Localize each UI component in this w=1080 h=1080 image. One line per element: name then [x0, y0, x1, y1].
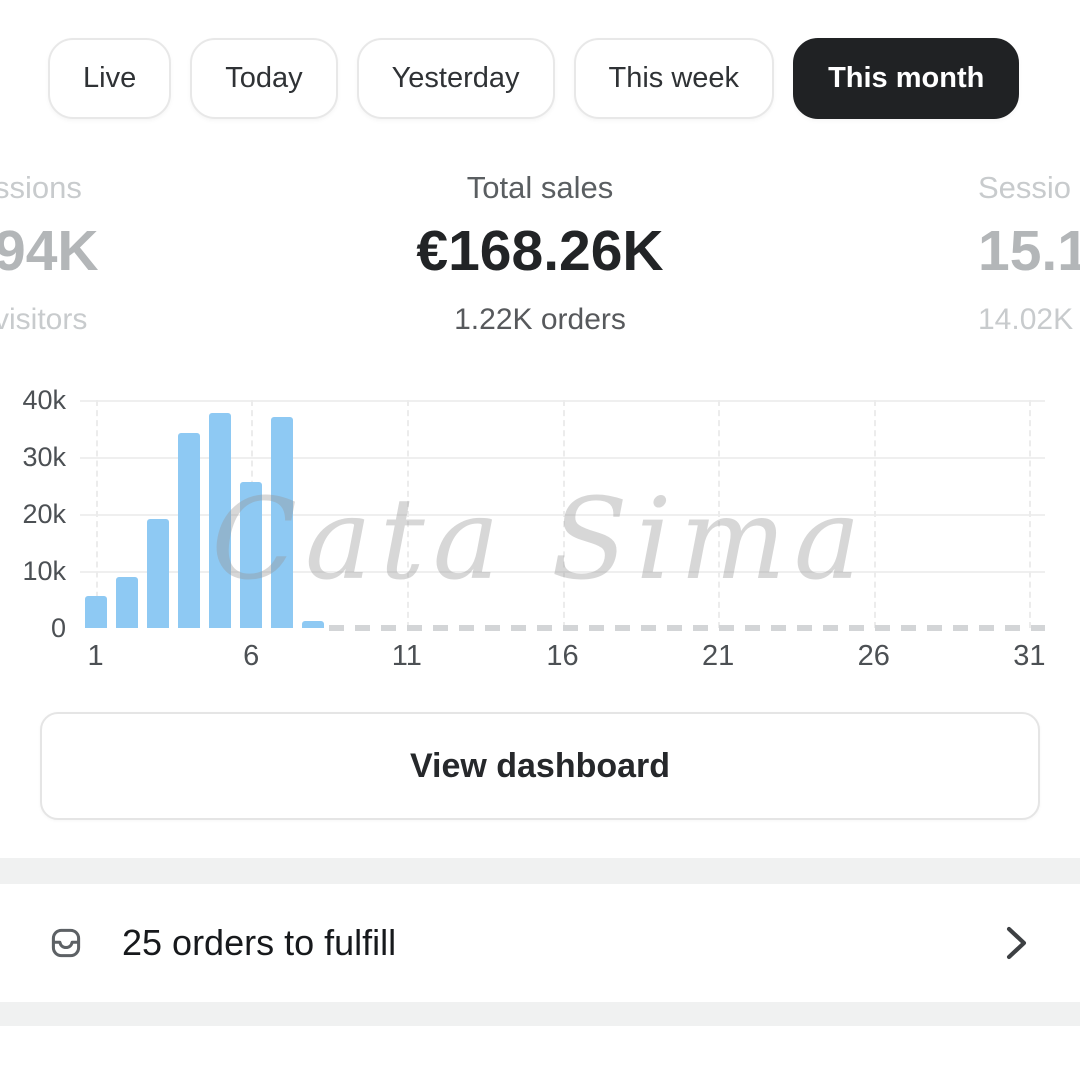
x-axis-tick-label: 31 — [1013, 640, 1046, 672]
bar-day-2[interactable] — [115, 577, 138, 628]
stat-right-sub: 14.02K — [978, 303, 1074, 336]
x-axis-tick-label: 16 — [546, 640, 579, 672]
tab-today[interactable]: Today — [190, 38, 338, 119]
view-dashboard-button[interactable]: View dashboard — [40, 712, 1040, 820]
orders-box-icon — [51, 928, 81, 958]
x-axis-tick-label: 21 — [702, 640, 735, 672]
y-axis-tick-label: 30k — [22, 442, 66, 472]
bar-day-7[interactable] — [271, 416, 294, 628]
v-gridline — [562, 400, 565, 628]
v-gridline — [718, 400, 721, 628]
section-divider-top — [0, 858, 1080, 884]
chart-plot-area — [80, 400, 1045, 631]
stat-left-value: 94K — [0, 219, 99, 283]
tab-live[interactable]: Live — [48, 38, 172, 119]
y-axis-tick-label: 0 — [50, 613, 66, 643]
orders-count-label: 25 orders to fulfill — [122, 922, 397, 963]
v-gridline — [873, 400, 876, 628]
y-axis-tick-label: 20k — [22, 499, 66, 529]
stats-row: ssions 94K visitors Total sales €168.26K… — [0, 160, 1080, 350]
bar-day-4[interactable] — [177, 432, 200, 628]
v-gridline — [406, 400, 409, 628]
bar-day-6[interactable] — [240, 481, 263, 628]
stat-right-label: Sessio — [978, 170, 1072, 205]
x-axis-tick-label: 11 — [391, 640, 422, 672]
stat-left-label: ssions — [0, 170, 82, 205]
date-range-tabs: Live Today Yesterday This week This month — [48, 38, 1020, 119]
v-gridline — [95, 400, 98, 628]
orders-to-fulfill-row[interactable]: 25 orders to fulfill — [0, 884, 1080, 1002]
tab-yesterday[interactable]: Yesterday — [356, 38, 555, 119]
tab-this-month[interactable]: This month — [793, 38, 1020, 119]
stat-right-sessions[interactable]: Sessio 15.1 14.02K — [978, 168, 1080, 340]
v-gridline — [1029, 400, 1032, 628]
section-divider-bottom — [0, 1002, 1080, 1026]
bar-day-1[interactable] — [84, 596, 107, 628]
stat-center-value: €168.26K — [416, 219, 664, 283]
stat-left-sub: visitors — [0, 303, 88, 336]
stat-right-value: 15.1 — [978, 219, 1080, 283]
zero-dashed-line — [329, 625, 1045, 631]
tab-this-week[interactable]: This week — [573, 38, 775, 119]
stat-left-sessions[interactable]: ssions 94K visitors — [0, 168, 99, 340]
bar-day-3[interactable] — [146, 519, 169, 628]
stat-total-sales[interactable]: Total sales €168.26K 1.22K orders — [0, 168, 1080, 340]
stat-center-sub: 1.22K orders — [454, 303, 626, 336]
y-axis-tick-label: 40k — [22, 385, 66, 415]
chevron-right-icon — [1006, 926, 1027, 960]
bar-day-8[interactable] — [302, 621, 325, 628]
stat-center-label: Total sales — [466, 170, 614, 205]
x-axis-tick-label: 1 — [87, 640, 104, 672]
bar-day-5[interactable] — [209, 413, 232, 628]
y-axis-tick-label: 10k — [22, 556, 66, 586]
sales-bar-chart: 0 10k 20k 30k 40k 1 6 11 16 21 26 31 Cata Sima — [0, 382, 1080, 682]
x-axis-tick-label: 26 — [857, 640, 890, 672]
x-axis-tick-label: 6 — [243, 640, 260, 672]
